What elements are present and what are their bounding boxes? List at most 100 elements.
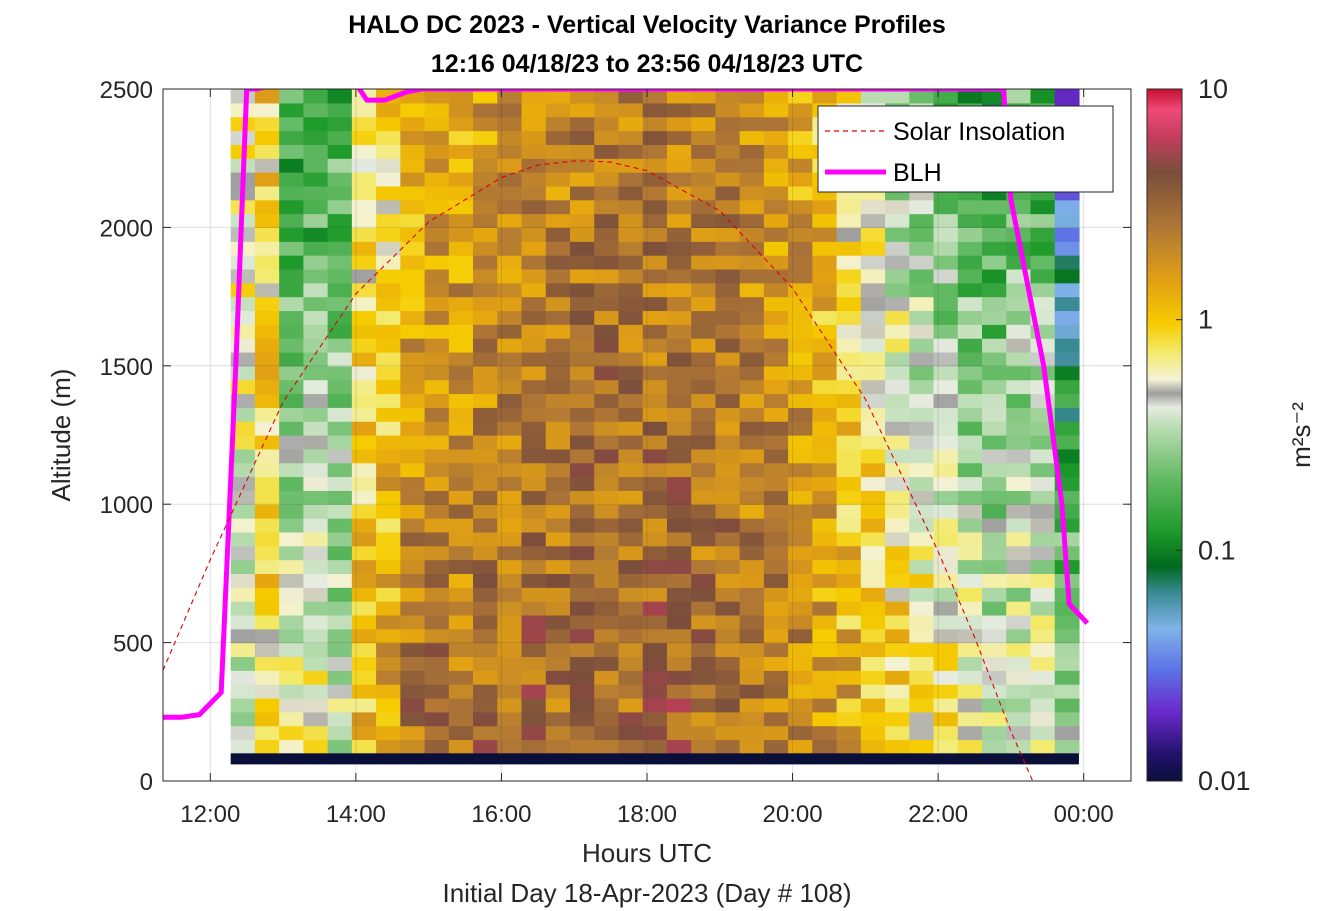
- heatmap-cell: [739, 435, 765, 450]
- heatmap-cell: [885, 365, 910, 381]
- heatmap-cell: [933, 282, 959, 298]
- heatmap-cell: [739, 241, 765, 256]
- heatmap-cell: [715, 421, 741, 436]
- heatmap-cell: [400, 490, 426, 505]
- heatmap-cell: [376, 573, 401, 588]
- heatmap-cell: [982, 421, 1007, 436]
- heatmap-cell: [618, 199, 644, 215]
- heatmap-cell: [279, 435, 304, 450]
- heatmap-cell: [254, 255, 280, 270]
- heatmap-cell: [885, 296, 910, 312]
- heatmap-cell: [739, 518, 765, 533]
- heatmap-cell: [715, 684, 741, 699]
- heatmap-cell: [473, 407, 498, 422]
- heatmap-cell: [594, 227, 620, 242]
- heatmap-cell: [424, 711, 450, 727]
- heatmap-cell: [521, 725, 547, 741]
- heatmap-cell: [909, 351, 935, 367]
- heatmap-cell: [303, 739, 329, 754]
- heatmap-cell: [400, 628, 426, 644]
- heatmap-cell: [473, 587, 498, 602]
- heatmap-cell: [400, 504, 426, 519]
- heatmap-cell: [327, 351, 353, 367]
- heatmap-cell: [254, 324, 280, 339]
- heatmap-cell: [303, 670, 329, 685]
- heatmap-cell: [909, 518, 935, 533]
- heatmap-cell: [424, 255, 450, 270]
- heatmap-cell: [400, 282, 426, 298]
- heatmap-cell: [691, 116, 717, 132]
- heatmap-cell: [303, 393, 329, 408]
- heatmap-cell: [763, 255, 789, 270]
- heatmap-cell: [545, 172, 571, 187]
- heatmap-cell: [327, 144, 353, 159]
- heatmap-cell: [618, 393, 644, 408]
- heatmap-cell: [739, 670, 765, 685]
- heatmap-cell: [594, 670, 620, 685]
- heatmap-cell: [521, 614, 547, 630]
- heatmap-cell: [715, 227, 741, 242]
- heatmap-cell: [933, 296, 959, 312]
- heatmap-cell: [885, 379, 910, 395]
- heatmap-cell: [812, 351, 838, 367]
- heatmap-cell: [618, 213, 644, 228]
- heatmap-cell: [351, 213, 377, 228]
- heatmap-cell: [279, 545, 304, 561]
- heatmap-cell: [1054, 351, 1080, 367]
- heatmap-cell: [230, 573, 256, 588]
- heatmap-cell: [521, 296, 547, 312]
- heatmap-cell: [303, 448, 329, 464]
- heatmap-cell: [933, 89, 959, 104]
- heatmap-cell: [448, 642, 474, 658]
- heatmap-cell: [594, 725, 620, 741]
- heatmap-cell: [570, 393, 595, 408]
- heatmap-cell: [376, 587, 401, 602]
- heatmap-cell: [860, 89, 886, 104]
- heatmap-cell: [860, 559, 886, 574]
- heatmap-cell: [279, 601, 304, 616]
- heatmap-cell: [473, 435, 498, 450]
- heatmap-cell: [424, 518, 450, 533]
- heatmap-cell: [327, 435, 353, 450]
- heatmap-cell: [788, 172, 813, 187]
- heatmap-cell: [715, 213, 741, 228]
- heatmap-cell: [376, 241, 401, 256]
- heatmap-cell: [376, 172, 401, 187]
- heatmap-cell: [254, 531, 280, 547]
- heatmap-cell: [788, 365, 813, 381]
- heatmap-cell: [400, 338, 426, 353]
- heatmap-cell: [933, 393, 959, 408]
- heatmap-cell: [424, 587, 450, 602]
- heatmap-cell: [1054, 255, 1080, 270]
- heatmap-cell: [448, 518, 474, 533]
- heatmap-cell: [400, 421, 426, 436]
- heatmap-cell: [1030, 628, 1056, 644]
- heatmap-cell: [1006, 448, 1032, 464]
- heatmap-cell: [230, 531, 256, 547]
- heatmap-cell: [642, 102, 668, 118]
- heatmap-cell: [618, 448, 644, 464]
- heatmap-cell: [400, 642, 426, 658]
- heatmap-cell: [448, 338, 474, 353]
- heatmap-cell: [1054, 628, 1080, 644]
- heatmap-cell: [400, 587, 426, 602]
- series-lines: [163, 89, 1131, 781]
- heatmap-cell: [570, 684, 595, 699]
- heatmap-cell: [763, 614, 789, 630]
- heatmap-cell: [327, 711, 353, 727]
- heatmap-cell: [909, 614, 935, 630]
- heatmap-cell: [909, 296, 935, 312]
- heatmap-cell: [1054, 296, 1080, 312]
- heatmap-cell: [303, 130, 329, 145]
- heatmap-cell: [521, 393, 547, 408]
- heatmap-cell: [545, 407, 571, 422]
- heatmap-cell: [303, 601, 329, 616]
- heatmap-cell: [642, 213, 668, 228]
- heatmap-cell: [1054, 518, 1080, 533]
- heatmap-cell: [618, 351, 644, 367]
- heatmap-cell: [788, 739, 813, 754]
- heatmap-cell: [303, 172, 329, 187]
- heatmap-cell: [351, 324, 377, 339]
- heatmap-cell: [739, 684, 765, 699]
- heatmap-cell: [763, 296, 789, 312]
